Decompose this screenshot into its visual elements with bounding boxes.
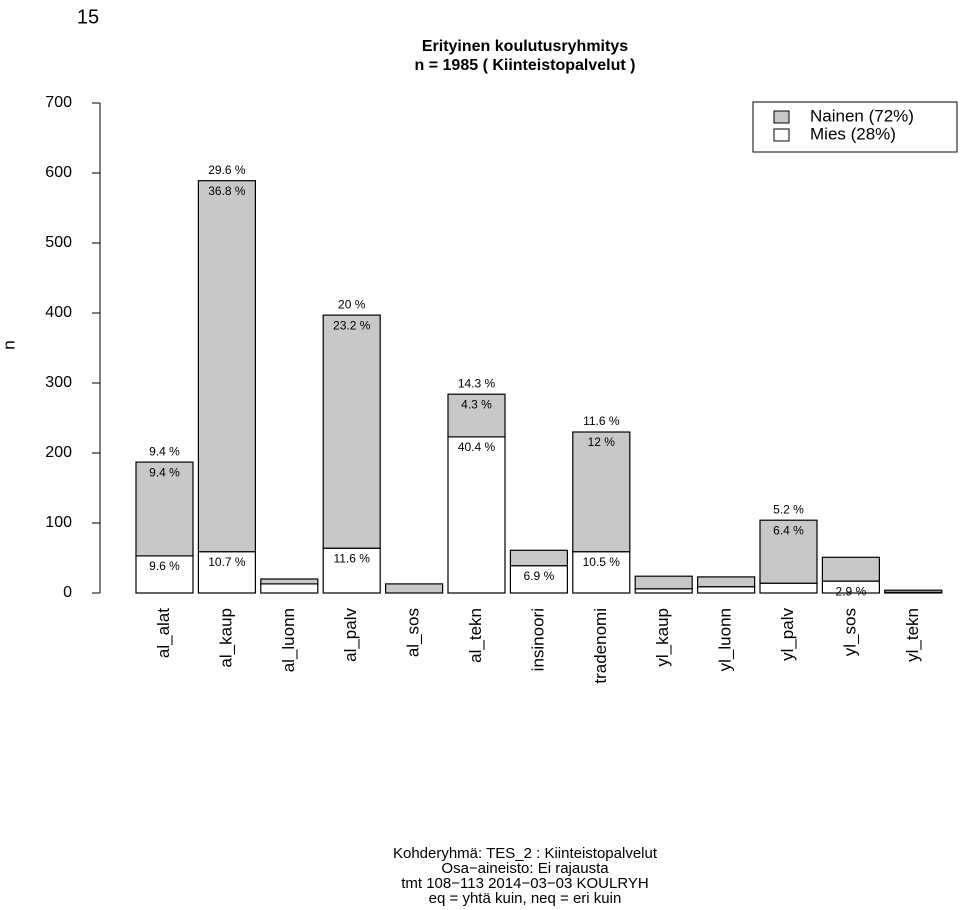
legend-label: Mies (28%) — [810, 124, 896, 143]
total-share-label: 5.2 % — [773, 502, 804, 516]
x-tick-label: al_alat — [154, 608, 173, 658]
x-tick-label: al_tekn — [466, 608, 485, 663]
y-tick-label: 300 — [45, 374, 72, 391]
x-tick-label: yl_kaup — [653, 608, 672, 667]
bar-segment — [135, 461, 194, 557]
segment-share-label: 36.8 % — [208, 184, 246, 198]
chart-title: Erityinen koulutusryhmitys — [422, 38, 628, 55]
bar-segment — [509, 549, 568, 567]
footer-line: eq = yhtä kuin, neq = eri kuin — [429, 890, 622, 907]
bar-segment — [759, 519, 818, 584]
footer-line: Osa−aineisto: Ei rajausta — [441, 860, 609, 877]
bar-segment — [260, 583, 319, 594]
total-share-label: 20 % — [338, 297, 366, 311]
segment-share-label: 9.6 % — [149, 559, 180, 573]
y-tick-label: 400 — [45, 304, 72, 321]
total-share-label: 9.4 % — [149, 444, 180, 458]
x-tick-label: al_palv — [341, 608, 360, 662]
bar-segment — [322, 314, 381, 549]
y-tick-label: 100 — [45, 514, 72, 531]
segment-share-label: 10.7 % — [208, 555, 246, 569]
y-axis-label: n — [0, 340, 18, 349]
segment-share-label: 12 % — [588, 435, 616, 449]
segment-share-label: 2.9 % — [836, 584, 867, 598]
x-tick-label: al_sos — [404, 608, 423, 657]
y-tick-label: 500 — [45, 234, 72, 251]
legend-box — [752, 101, 958, 153]
x-tick-label: yl_tekn — [903, 608, 922, 662]
legend-label: Nainen (72%) — [810, 106, 914, 125]
y-tick-label: 700 — [45, 94, 72, 111]
bar-segment — [696, 576, 756, 588]
y-tick-label: 200 — [45, 444, 72, 461]
segment-share-label: 40.4 % — [458, 440, 496, 454]
footer-line: tmt 108−113 2014−03−03 KOULRYH — [401, 875, 649, 892]
bar-segment — [634, 575, 693, 590]
bar-segment — [322, 547, 381, 594]
chart-subtitle: n = 1985 ( Kiinteistopalvelut ) — [415, 57, 636, 74]
bar-segment — [759, 582, 818, 594]
x-tick-label: al_kaup — [216, 608, 235, 668]
bar-segment — [634, 588, 693, 594]
bar-segment — [821, 556, 881, 582]
segment-share-label: 23.2 % — [333, 318, 371, 332]
x-tick-label: yl_palv — [778, 608, 797, 661]
segment-share-label: 6.4 % — [773, 523, 804, 537]
segment-share-label: 4.3 % — [461, 397, 492, 411]
legend-swatch — [773, 128, 790, 142]
segment-share-label: 11.6 % — [333, 551, 370, 565]
bar-segment — [447, 436, 506, 594]
bar-segment — [696, 586, 756, 594]
x-tick-label: tradenomi — [591, 608, 610, 684]
segment-share-label: 10.5 % — [583, 555, 621, 569]
bar-segment — [385, 583, 444, 594]
legend-swatch — [773, 110, 790, 124]
total-share-label: 14.3 % — [458, 376, 496, 390]
x-tick-label: insinoori — [528, 608, 547, 671]
bar-segment — [884, 589, 943, 593]
segment-share-label: 9.4 % — [149, 465, 180, 479]
x-tick-label: al_luonn — [279, 608, 298, 672]
bar-segment — [197, 180, 256, 553]
bar-segment — [260, 578, 319, 585]
bar-segment — [447, 393, 506, 438]
y-tick-label: 0 — [63, 584, 72, 601]
page-number: 15 — [77, 6, 99, 28]
y-tick-label: 600 — [45, 164, 72, 181]
x-tick-label: yl_luonn — [716, 608, 735, 671]
bar-segment — [572, 431, 631, 553]
segment-share-label: 6.9 % — [524, 569, 555, 583]
footer-line: Kohderyhmä: TES_2 : Kiinteistopalvelut — [393, 845, 658, 862]
bar-segment — [509, 565, 568, 594]
total-share-label: 29.6 % — [208, 163, 246, 177]
x-tick-label: yl_sos — [840, 608, 859, 656]
total-share-label: 11.6 % — [583, 414, 620, 428]
